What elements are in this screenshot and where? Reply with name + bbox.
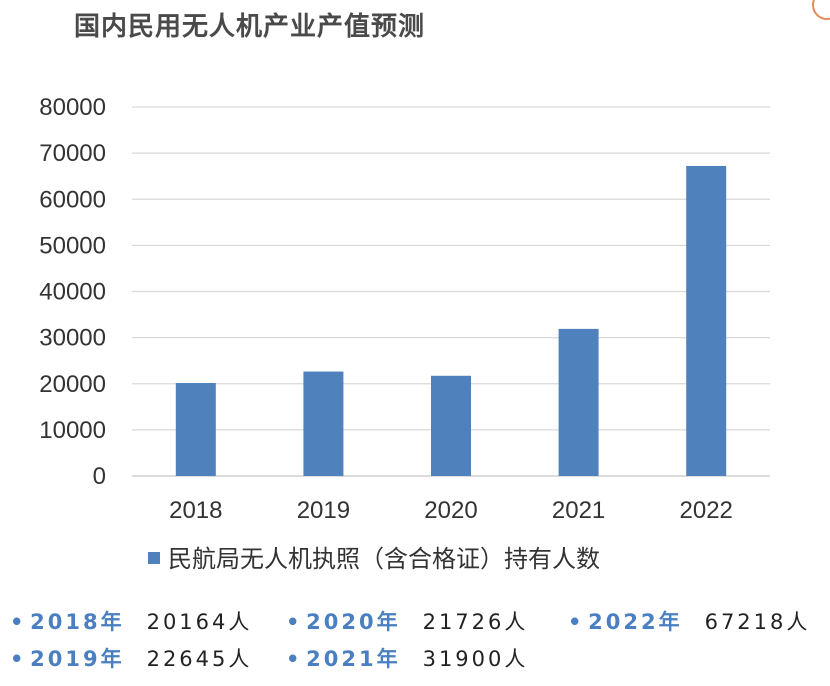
x-tick-label: 2018 bbox=[169, 497, 222, 524]
y-tick-label: 10000 bbox=[39, 417, 106, 444]
x-tick-label: 2020 bbox=[424, 497, 477, 524]
bar-chart: 0 10000 20000 30000 40000 50000 60000 70000 8000… bbox=[39, 94, 770, 573]
y-tick-label: 70000 bbox=[39, 140, 106, 167]
bar-2022 bbox=[686, 165, 727, 476]
bar-2020 bbox=[431, 375, 471, 476]
bars bbox=[175, 165, 727, 476]
legend-swatch bbox=[148, 552, 160, 564]
y-axis-ticks: 0 10000 20000 30000 40000 50000 60000 70000 8000… bbox=[39, 94, 106, 490]
stat-count: 21726人 bbox=[422, 610, 529, 634]
x-tick-label: 2022 bbox=[680, 497, 733, 524]
x-tick-label: 2021 bbox=[552, 497, 605, 524]
bar-2019 bbox=[303, 371, 344, 476]
stat-bullet: • bbox=[286, 610, 300, 634]
corner-badge-icon bbox=[812, 0, 830, 20]
chart-title: 国内民用无人机产业产值预测 bbox=[74, 12, 426, 42]
y-tick-label: 50000 bbox=[39, 232, 106, 259]
stat-item-2018: • 2018年 20164人 bbox=[10, 606, 252, 636]
stat-year: 2021年 bbox=[306, 647, 401, 671]
y-tick-label: 30000 bbox=[39, 325, 106, 352]
legend: 民航局无人机执照（含合格证）持有人数 bbox=[148, 545, 600, 573]
stat-bullet: • bbox=[286, 647, 300, 671]
gridlines bbox=[132, 106, 770, 477]
y-tick-label: 60000 bbox=[39, 186, 106, 213]
y-tick-label: 20000 bbox=[39, 371, 106, 398]
stat-year: 2022年 bbox=[588, 610, 683, 634]
y-tick-label: 0 bbox=[93, 463, 106, 490]
y-tick-label: 40000 bbox=[39, 279, 106, 306]
stat-bullet: • bbox=[10, 610, 24, 634]
stat-item-2020: • 2020年 21726人 bbox=[286, 606, 528, 636]
x-tick-label: 2019 bbox=[297, 497, 350, 524]
stat-count: 31900人 bbox=[422, 647, 529, 671]
stat-year: 2020年 bbox=[306, 610, 401, 634]
stat-year: 2018年 bbox=[30, 610, 125, 634]
stat-item-2022: • 2022年 67218人 bbox=[568, 606, 810, 636]
stat-count: 67218人 bbox=[704, 610, 811, 634]
bar-2021 bbox=[558, 328, 599, 476]
stat-count: 20164人 bbox=[146, 610, 253, 634]
stat-count: 22645人 bbox=[146, 647, 253, 671]
stat-bullet: • bbox=[10, 647, 24, 671]
legend-label: 民航局无人机执照（含合格证）持有人数 bbox=[168, 545, 600, 573]
stat-bullet: • bbox=[568, 610, 582, 634]
x-axis-ticks: 2018 2019 2020 2021 2022 bbox=[169, 497, 733, 524]
y-tick-label: 80000 bbox=[39, 94, 106, 121]
stat-item-2019: • 2019年 22645人 bbox=[10, 643, 252, 673]
stat-year: 2019年 bbox=[30, 647, 125, 671]
stat-item-2021: • 2021年 31900人 bbox=[286, 643, 528, 673]
bar-2018 bbox=[175, 382, 216, 476]
